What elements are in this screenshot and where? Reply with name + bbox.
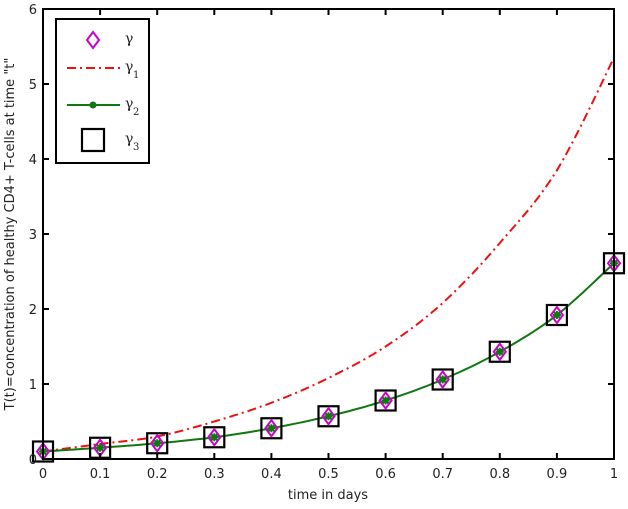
plot-area <box>31 57 626 463</box>
y-tick-label: 5 <box>29 78 37 93</box>
gamma-diamond-marker <box>264 418 279 438</box>
gamma3-square-marker <box>260 417 283 440</box>
gamma3-square-marker <box>203 426 226 449</box>
gamma2-star-marker <box>153 439 162 448</box>
y-tick-label: 4 <box>29 153 37 168</box>
gamma3-square-marker <box>317 405 340 428</box>
gamma3-square-marker <box>488 340 511 363</box>
x-tick-label: 0.2 <box>147 467 168 482</box>
star-marker-icon <box>89 101 97 109</box>
legend-gamma2-label: γ <box>125 96 133 112</box>
gamma3-square-marker <box>545 303 569 327</box>
legend-gamma1-subscript: 1 <box>133 70 139 81</box>
y-tick-label: 2 <box>29 303 37 318</box>
legend-gamma3-label: γ <box>125 131 133 147</box>
gamma3-square-marker <box>374 389 397 412</box>
gamma-diamond-marker <box>149 433 165 453</box>
legend-box <box>55 18 150 164</box>
x-tick-label: 0.4 <box>261 467 282 482</box>
x-tick-label: 0.7 <box>432 467 453 482</box>
legend-gamma2-subscript: 2 <box>133 107 139 118</box>
diamond-icon <box>85 30 101 50</box>
gamma2-star-marker <box>96 443 105 452</box>
gamma-diamond-marker <box>378 390 393 411</box>
gamma2-star-marker <box>552 311 561 319</box>
x-tick-label: 0.3 <box>204 467 225 482</box>
x-tick-label: 0.1 <box>90 467 111 482</box>
gamma2-star-marker <box>438 375 447 384</box>
gamma3-square-marker <box>431 368 454 391</box>
y-tick-label: 6 <box>29 3 37 18</box>
y-axis-label: T(t)=concentration of healthy CD4+ T-cel… <box>3 58 18 412</box>
x-axis-label: time in days <box>288 488 368 503</box>
gamma-diamond-marker <box>321 406 336 426</box>
gamma-diamond-marker <box>549 305 565 325</box>
gamma2-star-marker <box>324 412 333 421</box>
square-icon <box>80 127 106 153</box>
y-tick-label: 1 <box>29 378 37 393</box>
x-tick-label: 0.9 <box>547 467 568 482</box>
gamma-diamond-marker <box>207 427 222 447</box>
x-tick-label: 0 <box>39 467 47 482</box>
gamma-diamond-marker <box>435 369 450 390</box>
legend-gamma-label: γ <box>125 31 133 47</box>
gamma2-star-marker <box>267 424 276 433</box>
gamma2-star-marker <box>381 396 390 405</box>
legend-gamma1-label: γ <box>125 59 133 75</box>
gamma-diamond-marker <box>492 342 508 362</box>
y-tick-label: 3 <box>29 228 37 243</box>
x-tick-label: 0.5 <box>318 467 339 482</box>
gamma2-star-marker <box>495 347 504 356</box>
gamma2-star-marker <box>210 433 219 442</box>
x-tick-label: 0.6 <box>375 467 396 482</box>
axes: 0 0.1 0.2 0.3 0.4 0.5 0.6 0.7 0.8 0.9 1 0 1 2 3 4 5 6 <box>29 3 618 482</box>
legend-gamma3-subscript: 3 <box>133 142 139 153</box>
x-tick-label: 1 <box>610 467 618 482</box>
series-gamma1-line <box>42 57 615 453</box>
x-tick-label: 0.8 <box>489 467 510 482</box>
y-tick-label: 0 <box>29 453 37 468</box>
